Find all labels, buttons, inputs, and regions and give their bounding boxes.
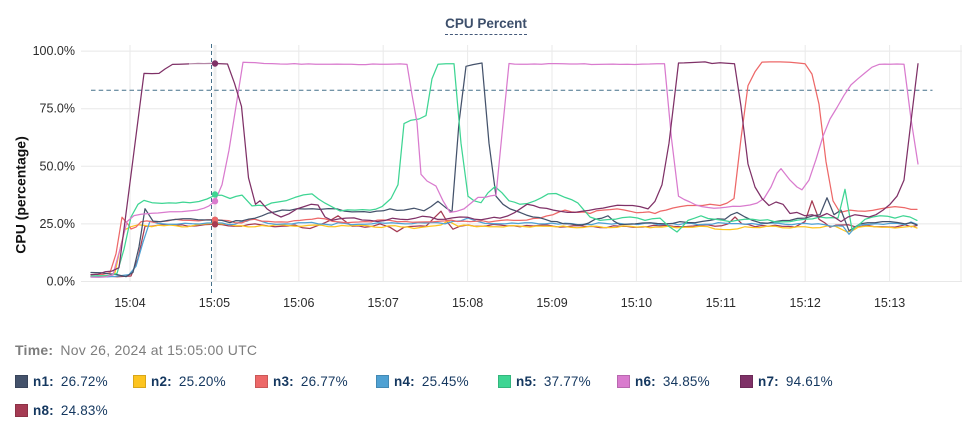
- svg-text:75.0%: 75.0%: [40, 102, 75, 116]
- svg-text:15:12: 15:12: [790, 296, 821, 310]
- svg-text:15:05: 15:05: [199, 296, 230, 310]
- svg-text:15:10: 15:10: [621, 296, 652, 310]
- svg-text:50.0%: 50.0%: [40, 159, 75, 173]
- svg-text:100.0%: 100.0%: [33, 44, 75, 58]
- svg-text:0.0%: 0.0%: [47, 275, 76, 289]
- svg-text:15:06: 15:06: [283, 296, 314, 310]
- svg-text:15:13: 15:13: [874, 296, 905, 310]
- svg-text:15:07: 15:07: [368, 296, 399, 310]
- svg-text:15:09: 15:09: [536, 296, 567, 310]
- svg-text:15:11: 15:11: [706, 296, 736, 310]
- svg-text:25.0%: 25.0%: [40, 217, 75, 231]
- svg-text:CPU (percentage): CPU (percentage): [13, 136, 29, 253]
- svg-text:15:04: 15:04: [114, 296, 145, 310]
- svg-text:15:08: 15:08: [452, 296, 483, 310]
